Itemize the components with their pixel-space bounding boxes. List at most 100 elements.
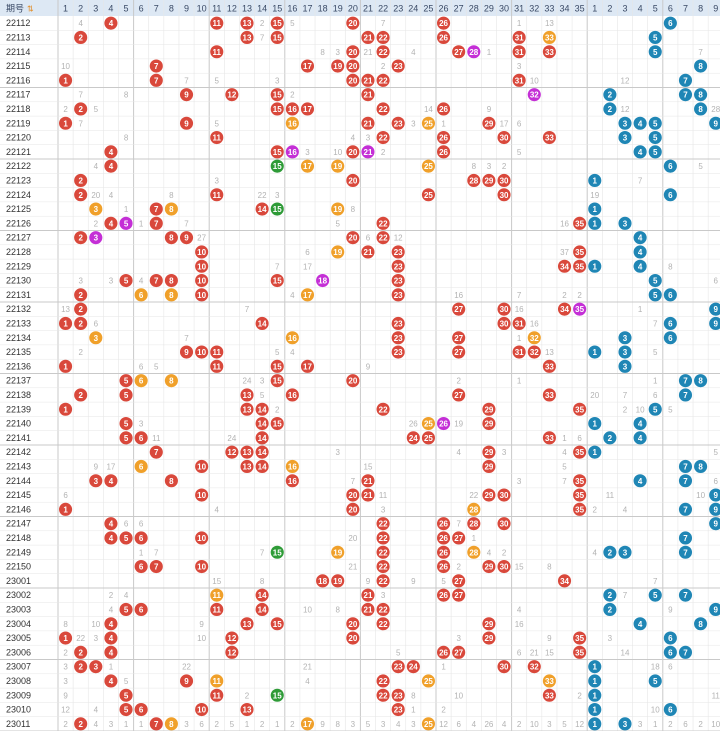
omission-count: 7 [154, 548, 159, 557]
front-ball-6: 6 [134, 459, 148, 474]
front-ball-6: 6 [134, 288, 148, 302]
back-ball-4: 4 [633, 617, 647, 631]
front-ball-21: 21 [361, 245, 375, 259]
front-ball-15: 15 [270, 102, 284, 116]
front-number-header-19: 19 [333, 4, 343, 14]
omission-count: 7 [653, 577, 658, 586]
svg-text:30: 30 [500, 563, 509, 572]
issue-number: 22134 [6, 333, 31, 343]
svg-text:6: 6 [139, 291, 144, 300]
back-ball-1: 1 [588, 703, 602, 717]
omission-count: 10 [454, 691, 463, 700]
svg-text:34: 34 [560, 305, 569, 314]
front-number-header-3: 3 [93, 4, 98, 14]
front-ball-10: 10 [195, 531, 209, 545]
omission-count: 3 [456, 634, 461, 643]
omission-count: 1 [109, 663, 114, 672]
omission-count: 6 [577, 434, 582, 443]
omission-count: 15 [545, 648, 554, 657]
svg-text:1: 1 [63, 362, 68, 371]
front-ball-30: 30 [497, 560, 511, 574]
svg-text:15: 15 [273, 548, 282, 557]
front-ball-2: 2 [74, 30, 88, 44]
svg-text:6: 6 [139, 563, 144, 572]
front-ball-7: 7 [149, 274, 163, 288]
svg-text:10: 10 [197, 563, 206, 572]
svg-text:2: 2 [608, 548, 613, 557]
front-ball-10: 10 [195, 288, 209, 302]
omission-count: 3 [502, 448, 507, 457]
omission-count: 2 [63, 105, 68, 114]
omission-count: 16 [454, 291, 463, 300]
front-ball-10: 10 [195, 259, 209, 273]
omission-count: 20 [91, 191, 100, 200]
back-ball-4: 4 [633, 417, 647, 431]
omission-count: 3 [275, 76, 280, 85]
svg-text:2: 2 [78, 391, 83, 400]
issue-number: 22140 [6, 419, 31, 429]
svg-text:27: 27 [454, 348, 463, 357]
omission-count: 6 [63, 491, 68, 500]
front-ball-26: 26 [437, 30, 451, 44]
front-ball-26: 26 [437, 102, 451, 116]
front-ball-16: 16 [285, 145, 299, 159]
svg-text:10: 10 [197, 291, 206, 300]
omission-count: 28 [711, 105, 720, 114]
front-number-header-13: 13 [242, 4, 252, 14]
front-ball-27: 27 [452, 574, 466, 588]
omission-count: 2 [456, 563, 461, 572]
svg-text:19: 19 [333, 577, 342, 586]
svg-text:9: 9 [184, 119, 189, 128]
back-ball-6: 6 [663, 631, 677, 645]
front-ball-5: 5 [119, 274, 133, 288]
omission-count: 24 [227, 434, 236, 443]
svg-text:5: 5 [124, 706, 129, 715]
svg-text:11: 11 [213, 362, 222, 371]
svg-text:24: 24 [409, 663, 418, 672]
front-number-header-22: 22 [378, 4, 388, 14]
omission-count: 3 [94, 634, 99, 643]
front-ball-19: 19 [331, 59, 345, 73]
back-ball-8: 8 [694, 102, 708, 116]
svg-text:2: 2 [78, 234, 83, 243]
front-ball-15: 15 [270, 202, 284, 216]
svg-text:3: 3 [94, 234, 99, 243]
svg-text:1: 1 [63, 634, 68, 643]
front-ball-29: 29 [482, 560, 496, 574]
omission-count: 8 [124, 91, 129, 100]
issue-number: 23006 [6, 647, 31, 657]
front-ball-26: 26 [437, 531, 451, 545]
svg-text:26: 26 [439, 591, 448, 600]
omission-count: 3 [366, 134, 371, 143]
omission-count: 16 [515, 305, 524, 314]
omission-count: 2 [456, 377, 461, 386]
svg-text:10: 10 [197, 462, 206, 471]
svg-text:31: 31 [515, 33, 524, 42]
front-ball-8: 8 [164, 231, 178, 245]
front-ball-23: 23 [391, 331, 405, 345]
front-ball-6: 6 [134, 602, 148, 616]
svg-text:13: 13 [243, 462, 252, 471]
svg-text:25: 25 [424, 434, 433, 443]
front-ball-33: 33 [542, 688, 556, 702]
svg-text:8: 8 [698, 462, 703, 471]
front-ball-29: 29 [482, 631, 496, 645]
issue-number: 23002 [6, 590, 31, 600]
front-ball-9: 9 [179, 674, 194, 688]
svg-text:5: 5 [653, 591, 658, 600]
omission-count: 24 [243, 377, 252, 386]
svg-text:29: 29 [484, 119, 493, 128]
omission-count: 13 [61, 305, 70, 314]
svg-text:10: 10 [197, 262, 206, 271]
front-ball-13: 13 [240, 459, 254, 474]
svg-text:14: 14 [258, 448, 267, 457]
svg-text:3: 3 [94, 477, 99, 486]
back-ball-7: 7 [678, 388, 693, 402]
omission-count: 1 [275, 720, 280, 729]
svg-text:17: 17 [303, 362, 312, 371]
svg-text:33: 33 [545, 362, 554, 371]
front-ball-28: 28 [467, 545, 481, 559]
sort-icon[interactable]: ⇅ [27, 5, 34, 14]
issue-column-header[interactable]: 期号 [6, 4, 24, 14]
svg-text:9: 9 [713, 119, 718, 128]
